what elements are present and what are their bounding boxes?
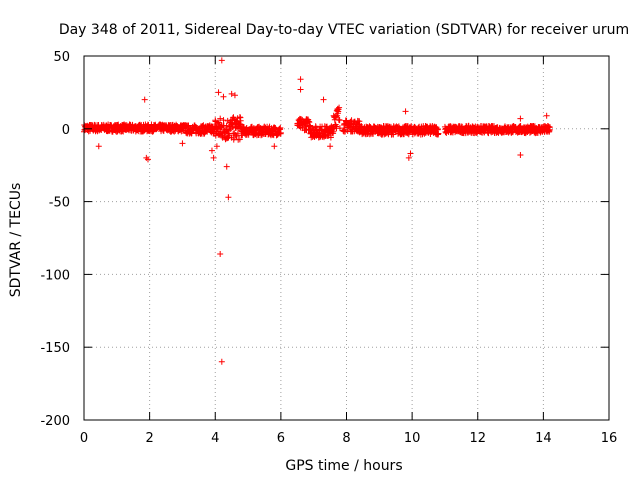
x-tick-label: 14 (535, 431, 552, 446)
x-tick-label: 12 (469, 431, 486, 446)
x-tick-label: 8 (342, 431, 350, 446)
x-tick-label: 2 (145, 431, 153, 446)
data-point (336, 125, 343, 132)
data-point (179, 140, 186, 147)
data-point (336, 104, 343, 111)
grid (84, 56, 609, 420)
y-tick-label: 0 (62, 123, 70, 138)
data-point (277, 124, 284, 131)
plot-frame (83, 55, 610, 421)
data-point (233, 133, 240, 140)
data-point (517, 152, 524, 159)
data-point (405, 154, 412, 161)
data-point (144, 156, 151, 163)
data-point (208, 147, 215, 154)
chart-title: Day 348 of 2011, Sidereal Day-to-day VTE… (59, 22, 629, 38)
x-axis-label: GPS time / hours (285, 458, 402, 474)
data-point (210, 154, 217, 161)
data-point (234, 130, 241, 137)
data-point (433, 125, 440, 132)
data-point (320, 96, 327, 103)
data-point (218, 358, 225, 365)
data-point (236, 136, 243, 143)
y-tick-label: -50 (49, 196, 70, 211)
data-point (435, 130, 442, 137)
axis-ticks (83, 55, 610, 421)
data-point (297, 86, 304, 93)
data-point (228, 90, 235, 97)
data-point (332, 113, 339, 120)
data-point (402, 108, 409, 115)
data-point (215, 89, 222, 96)
data-point (237, 120, 244, 127)
data-point (213, 143, 220, 150)
y-axis-label: SDTVAR / TECUs (8, 183, 24, 298)
data-point (327, 143, 334, 150)
data-point (185, 122, 192, 129)
x-tick-label: 0 (80, 431, 88, 446)
data-point (543, 112, 550, 119)
y-tick-label: -100 (40, 268, 70, 283)
data-point (517, 115, 524, 122)
data-point (434, 126, 441, 133)
data-point (332, 122, 339, 129)
data-point (223, 163, 230, 170)
y-tick-label: -200 (40, 414, 70, 429)
data-point (225, 194, 232, 201)
data-point (236, 114, 243, 121)
data-point (95, 143, 102, 150)
data-point (277, 129, 284, 136)
data-point (306, 119, 313, 126)
x-tick-label: 4 (211, 431, 219, 446)
y-tick-label: -150 (40, 341, 70, 356)
data-point (223, 122, 230, 129)
x-tick-label: 16 (601, 431, 618, 446)
x-tick-label: 10 (404, 431, 421, 446)
tick-labels: 0 2 4 6 8 10 12 14 16 -200 -150 -100 -50 0 50 (40, 50, 617, 446)
data-point (271, 143, 278, 150)
data-point (218, 57, 225, 64)
data-point (217, 251, 224, 258)
data-point (220, 117, 227, 124)
data-point (301, 123, 308, 130)
data-point (231, 92, 238, 99)
data-point (141, 96, 148, 103)
data-point (546, 124, 553, 131)
x-tick-label: 6 (277, 431, 285, 446)
data-point (217, 115, 224, 122)
data-point (215, 119, 222, 126)
y-tick-label: 50 (53, 50, 70, 65)
data-points (81, 57, 553, 365)
data-point (297, 76, 304, 83)
data-point (336, 117, 343, 124)
data-point (407, 150, 414, 157)
data-point (220, 93, 227, 100)
